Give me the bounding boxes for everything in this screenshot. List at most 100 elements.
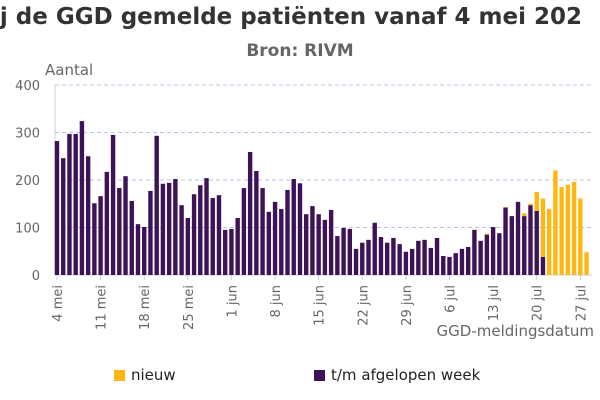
bar-afgelopen-week bbox=[447, 256, 452, 275]
bar-afgelopen-week bbox=[166, 182, 172, 275]
legend-swatch-nieuw bbox=[114, 369, 125, 381]
bar-afgelopen-week bbox=[254, 170, 259, 275]
bar-afgelopen-week bbox=[453, 253, 458, 275]
bar-afgelopen-week bbox=[515, 201, 521, 275]
bar-afgelopen-week bbox=[235, 218, 240, 275]
bar-afgelopen-week bbox=[310, 206, 315, 275]
bar-afgelopen-week bbox=[241, 188, 247, 275]
y-tick-label: 0 bbox=[32, 269, 40, 284]
bar-afgelopen-week bbox=[104, 171, 110, 275]
bar-nieuw bbox=[559, 187, 564, 275]
bar-afgelopen-week bbox=[328, 209, 334, 275]
x-axis-label: GGD-meldingsdatum bbox=[436, 322, 594, 340]
x-tick-label: 6 jul bbox=[443, 285, 458, 313]
bar-afgelopen-week bbox=[297, 183, 303, 275]
bar-afgelopen-week bbox=[384, 242, 390, 275]
bar-afgelopen-week bbox=[478, 240, 483, 275]
bar-afgelopen-week bbox=[353, 248, 359, 275]
bar-afgelopen-week bbox=[409, 248, 415, 275]
bar-afgelopen-week bbox=[98, 196, 103, 275]
x-tick-label: 22 jun bbox=[356, 285, 371, 326]
x-tick-label: 15 jun bbox=[313, 285, 328, 326]
bar-afgelopen-week bbox=[67, 133, 72, 275]
bar-afgelopen-week bbox=[73, 133, 78, 275]
legend-swatch-afgelopen-week bbox=[314, 369, 325, 381]
bar-nieuw bbox=[584, 252, 589, 275]
bar-nieuw bbox=[546, 208, 552, 275]
bar-nieuw bbox=[522, 213, 527, 217]
bar-afgelopen-week bbox=[285, 189, 290, 275]
bar-nieuw bbox=[540, 198, 546, 257]
bar-afgelopen-week bbox=[322, 219, 328, 275]
y-tick-label: 100 bbox=[15, 222, 40, 237]
bar-afgelopen-week bbox=[534, 210, 539, 275]
bar-nieuw bbox=[578, 198, 583, 275]
bar-afgelopen-week bbox=[123, 176, 128, 275]
bar-afgelopen-week bbox=[335, 236, 340, 275]
bar-afgelopen-week bbox=[416, 240, 421, 275]
bar-afgelopen-week bbox=[434, 237, 440, 275]
bar-afgelopen-week bbox=[441, 256, 446, 275]
bar-nieuw bbox=[553, 170, 558, 275]
x-tick-label: 4 mei bbox=[51, 285, 66, 322]
legend-item-afgelopen-week[interactable]: t/m afgelopen week bbox=[314, 366, 480, 384]
bar-afgelopen-week bbox=[497, 233, 502, 275]
legend-item-nieuw[interactable]: nieuw bbox=[114, 366, 176, 384]
bar-afgelopen-week bbox=[366, 239, 371, 275]
bar-afgelopen-week bbox=[148, 190, 153, 275]
bar-nieuw bbox=[534, 191, 539, 211]
bar-nieuw bbox=[484, 233, 490, 235]
bar-afgelopen-week bbox=[92, 203, 97, 275]
bar-afgelopen-week bbox=[129, 200, 134, 275]
bar-afgelopen-week bbox=[160, 183, 166, 275]
bar-afgelopen-week bbox=[522, 216, 527, 275]
bar-afgelopen-week bbox=[142, 227, 147, 275]
bar-afgelopen-week bbox=[391, 237, 396, 275]
bar-afgelopen-week bbox=[260, 188, 265, 275]
chart-subtitle: Bron: RIVM bbox=[246, 41, 354, 61]
bar-afgelopen-week bbox=[198, 185, 203, 275]
bar-afgelopen-week bbox=[465, 246, 471, 275]
y-tick-label: 300 bbox=[15, 127, 40, 142]
bar-afgelopen-week bbox=[422, 239, 427, 275]
x-tick-label: 13 jul bbox=[487, 285, 502, 321]
bar-afgelopen-week bbox=[247, 151, 253, 275]
y-tick-label: 200 bbox=[15, 174, 40, 189]
bar-afgelopen-week bbox=[428, 247, 433, 275]
bar-afgelopen-week bbox=[372, 222, 377, 275]
bar-afgelopen-week bbox=[472, 229, 477, 275]
bar-afgelopen-week bbox=[397, 244, 402, 275]
bar-afgelopen-week bbox=[179, 205, 184, 275]
bar-afgelopen-week bbox=[540, 256, 546, 275]
bar-afgelopen-week bbox=[210, 198, 215, 275]
x-tick-label: 27 jul bbox=[574, 285, 589, 321]
bar-afgelopen-week bbox=[316, 214, 321, 275]
bar-afgelopen-week bbox=[229, 228, 234, 275]
y-tick-label: 400 bbox=[15, 79, 40, 94]
bar-afgelopen-week bbox=[185, 218, 191, 275]
bar-afgelopen-week bbox=[216, 195, 222, 275]
bar-afgelopen-week bbox=[378, 237, 384, 275]
bar-afgelopen-week bbox=[291, 179, 296, 275]
bar-afgelopen-week bbox=[484, 234, 490, 275]
legend-label-afgelopen-week: t/m afgelopen week bbox=[331, 366, 481, 384]
bar-afgelopen-week bbox=[85, 156, 91, 275]
x-tick-label: 18 mei bbox=[138, 285, 153, 330]
bar-afgelopen-week bbox=[304, 214, 309, 275]
x-tick-label: 25 mei bbox=[182, 285, 197, 330]
x-tick-label: 29 jun bbox=[400, 285, 415, 326]
bar-afgelopen-week bbox=[154, 135, 159, 275]
bar-afgelopen-week bbox=[490, 227, 496, 275]
x-tick-label: 8 jun bbox=[269, 285, 284, 318]
bar-nieuw bbox=[571, 181, 577, 275]
bar-afgelopen-week bbox=[204, 178, 209, 275]
bar-afgelopen-week bbox=[347, 228, 353, 275]
bar-nieuw bbox=[565, 184, 571, 275]
bar-afgelopen-week bbox=[61, 158, 66, 275]
bar-afgelopen-week bbox=[509, 216, 514, 275]
bar-afgelopen-week bbox=[503, 207, 508, 275]
chart-title: ij de GGD gemelde patiënten vanaf 4 mei … bbox=[0, 4, 582, 30]
x-tick-label: 1 jun bbox=[225, 285, 240, 318]
bar-afgelopen-week bbox=[191, 194, 197, 275]
